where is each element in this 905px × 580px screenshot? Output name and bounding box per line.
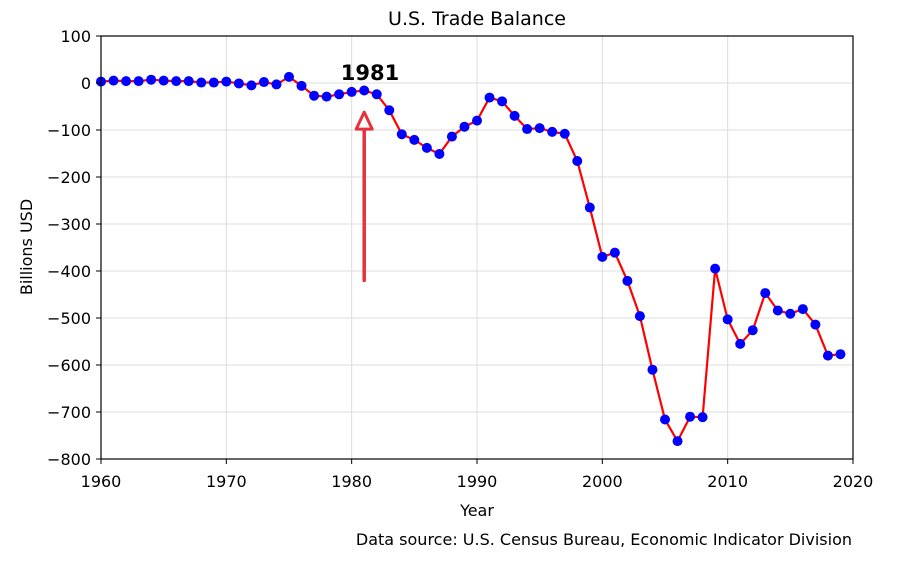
data-point xyxy=(409,134,420,145)
data-point xyxy=(108,75,119,86)
data-series xyxy=(96,71,846,447)
data-point xyxy=(271,79,282,90)
data-point xyxy=(522,124,533,135)
data-point xyxy=(509,110,520,121)
data-point xyxy=(309,90,320,101)
data-point xyxy=(609,247,620,258)
data-point xyxy=(158,75,169,86)
data-point xyxy=(672,436,683,447)
data-point xyxy=(321,91,332,102)
y-tick-label: −700 xyxy=(47,403,91,422)
data-point xyxy=(459,121,470,132)
data-point xyxy=(334,89,345,100)
y-tick-label: −400 xyxy=(47,262,91,281)
data-point xyxy=(246,80,257,91)
data-point xyxy=(434,148,445,159)
x-tick-label: 1980 xyxy=(331,472,372,491)
y-tick-label: −100 xyxy=(47,121,91,140)
x-tick-label: 2010 xyxy=(707,472,748,491)
y-tick-label: 0 xyxy=(81,74,91,93)
data-point xyxy=(233,78,244,89)
data-point xyxy=(384,105,395,116)
x-tick-label: 1990 xyxy=(457,472,498,491)
y-tick-label: 100 xyxy=(60,27,91,46)
data-point xyxy=(396,129,407,140)
data-point xyxy=(121,76,132,87)
data-point xyxy=(284,71,294,82)
series-line xyxy=(100,75,841,443)
data-point xyxy=(472,115,482,126)
data-point xyxy=(208,77,219,88)
data-point xyxy=(835,349,846,360)
annotation: 1981 xyxy=(341,61,399,283)
grid-lines xyxy=(100,35,854,460)
data-point xyxy=(747,325,758,336)
data-point xyxy=(572,156,583,167)
y-tick-label: −300 xyxy=(47,215,91,234)
data-point xyxy=(221,76,232,87)
data-point xyxy=(810,319,821,330)
data-point xyxy=(597,251,608,262)
data-point xyxy=(171,76,182,87)
x-axis-label: Year xyxy=(459,501,494,520)
y-axis-label: Billions USD xyxy=(17,199,36,295)
data-point xyxy=(660,414,670,425)
y-tick-label: −800 xyxy=(47,450,91,469)
y-tick-label: −500 xyxy=(47,309,91,328)
data-point xyxy=(785,308,796,319)
data-point xyxy=(133,76,144,87)
data-point xyxy=(760,288,771,299)
x-axis-ticks: 1960 1970 1980 1990 2000 2010 2020 xyxy=(81,459,874,491)
data-point xyxy=(296,80,307,91)
data-point xyxy=(735,338,746,349)
data-point xyxy=(797,304,808,315)
data-point xyxy=(258,77,269,88)
data-point xyxy=(497,96,508,107)
data-point xyxy=(697,412,708,423)
data-point xyxy=(772,305,783,316)
data-point xyxy=(359,85,370,96)
data-point xyxy=(346,86,357,97)
data-point xyxy=(822,350,833,361)
data-point xyxy=(647,364,658,375)
data-point xyxy=(196,77,207,88)
source-note: Data source: U.S. Census Bureau, Economi… xyxy=(356,530,852,549)
x-tick-label: 1960 xyxy=(81,472,122,491)
data-point xyxy=(371,89,382,100)
chart-title: U.S. Trade Balance xyxy=(388,8,566,30)
data-point xyxy=(534,123,545,134)
y-axis-ticks: 100 0 −100 −200 −300 −400 −500 −600 −700 −800 xyxy=(47,27,101,469)
data-point xyxy=(146,74,157,85)
data-point xyxy=(446,131,457,142)
data-point xyxy=(484,92,495,103)
annotation-arrow-head xyxy=(354,110,374,131)
data-point xyxy=(559,128,570,139)
x-tick-label: 1970 xyxy=(206,472,247,491)
data-point xyxy=(622,275,633,286)
data-point xyxy=(183,76,194,87)
annotation-label: 1981 xyxy=(341,61,399,85)
data-point xyxy=(685,411,696,422)
y-tick-label: −200 xyxy=(47,168,91,187)
data-point xyxy=(547,126,558,137)
data-point xyxy=(584,202,595,213)
data-point xyxy=(722,314,733,325)
data-point xyxy=(421,142,432,153)
y-tick-label: −600 xyxy=(47,356,91,375)
x-tick-label: 2020 xyxy=(833,472,874,491)
data-point xyxy=(710,263,721,274)
x-tick-label: 2000 xyxy=(582,472,623,491)
data-point xyxy=(634,311,645,322)
